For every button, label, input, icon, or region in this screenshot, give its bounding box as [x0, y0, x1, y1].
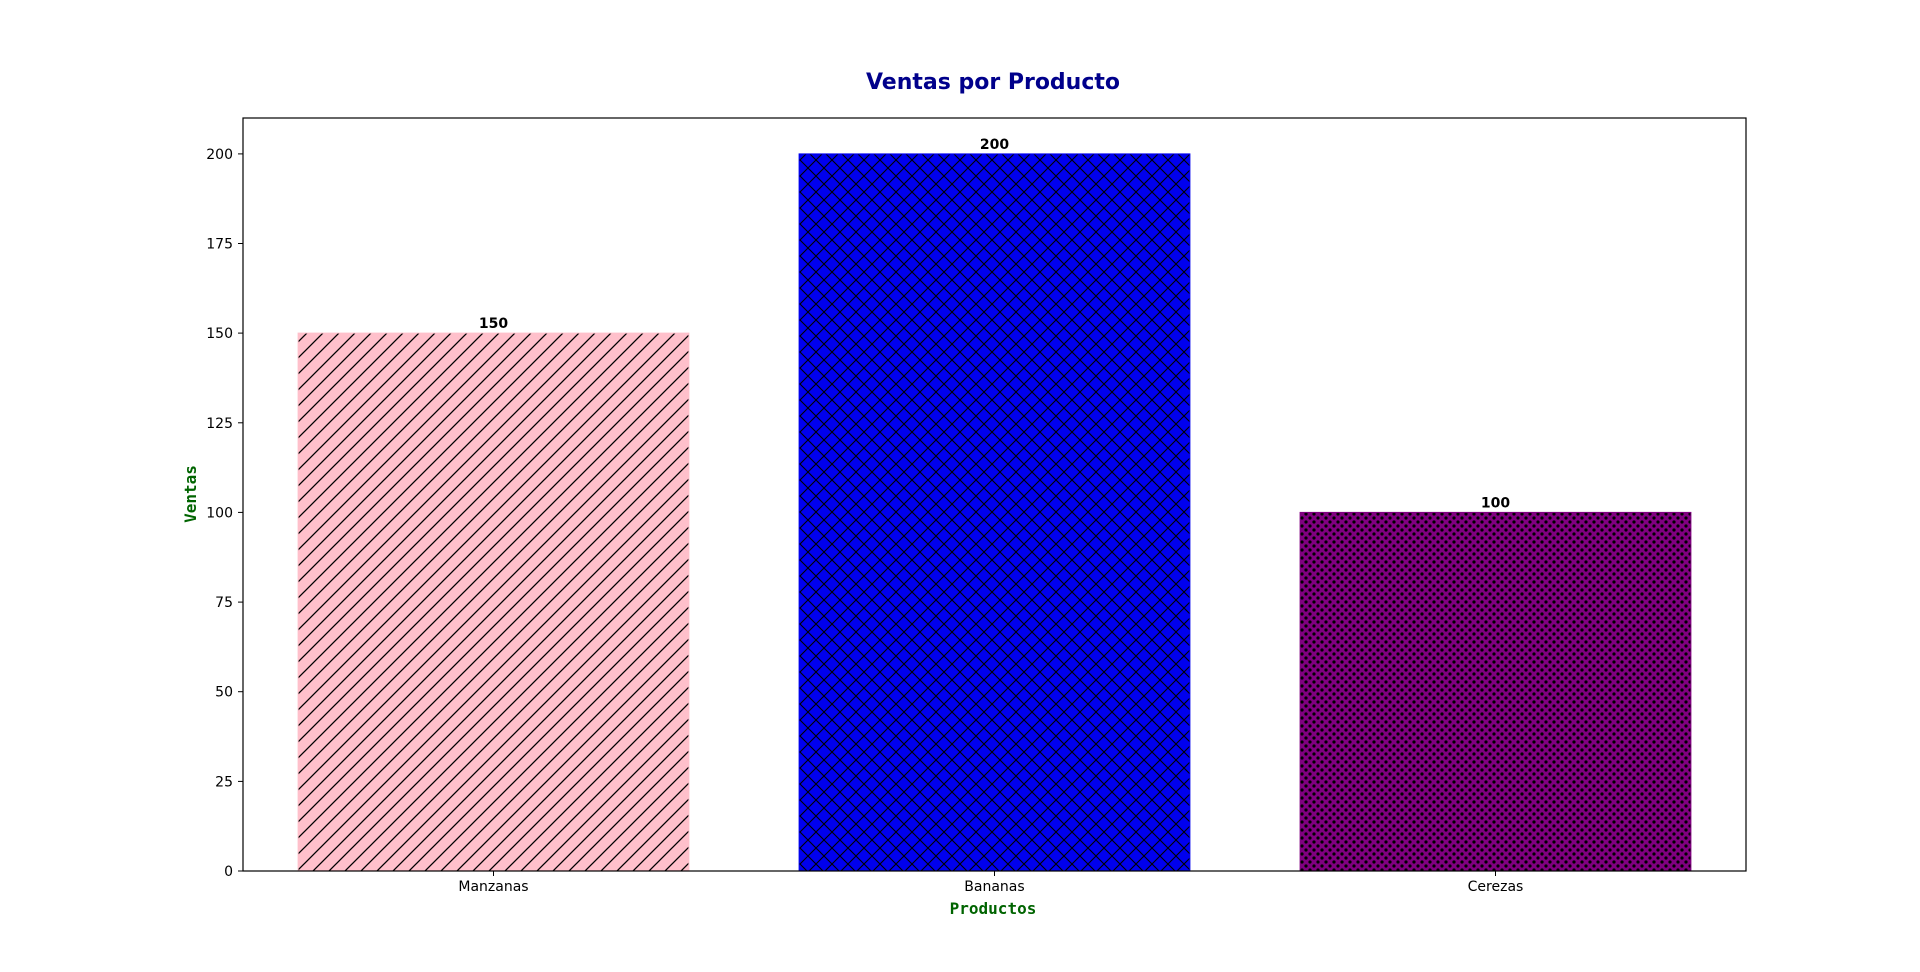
y-tick-label: 200: [206, 147, 233, 163]
bar-manzanas: [297, 332, 690, 872]
data-label-bananas: 200: [980, 137, 1009, 153]
data-label-manzanas: 150: [479, 316, 508, 332]
x-tick-label-bananas: Bananas: [964, 879, 1024, 895]
y-tick-label: 150: [206, 326, 233, 342]
y-tick-label: 100: [206, 505, 233, 521]
x-tick-label-cerezas: Cerezas: [1468, 879, 1524, 895]
y-tick-label: 25: [215, 774, 233, 790]
x-tick-label-manzanas: Manzanas: [458, 879, 528, 895]
y-axis-label: Ventas: [181, 465, 200, 523]
bars-layer: 150 200 100: [297, 137, 1692, 872]
y-tick-label: 0: [224, 864, 233, 880]
y-tick-label: 50: [215, 685, 233, 701]
data-label-cerezas: 100: [1481, 495, 1510, 511]
bar-cerezas: [1299, 511, 1692, 872]
y-tick-label: 75: [215, 595, 233, 611]
y-tick-label: 175: [206, 237, 233, 253]
plot-frame: [242, 117, 1747, 872]
chart-title: Ventas por Producto: [866, 70, 1120, 95]
y-tick-label: 125: [206, 416, 233, 432]
x-axis-label: Productos: [950, 899, 1037, 918]
ticks-layer: Manzanas Bananas Cerezas 0 25 50 75 100 125 150 17…: [206, 147, 1523, 895]
bar-bananas: [798, 153, 1191, 872]
